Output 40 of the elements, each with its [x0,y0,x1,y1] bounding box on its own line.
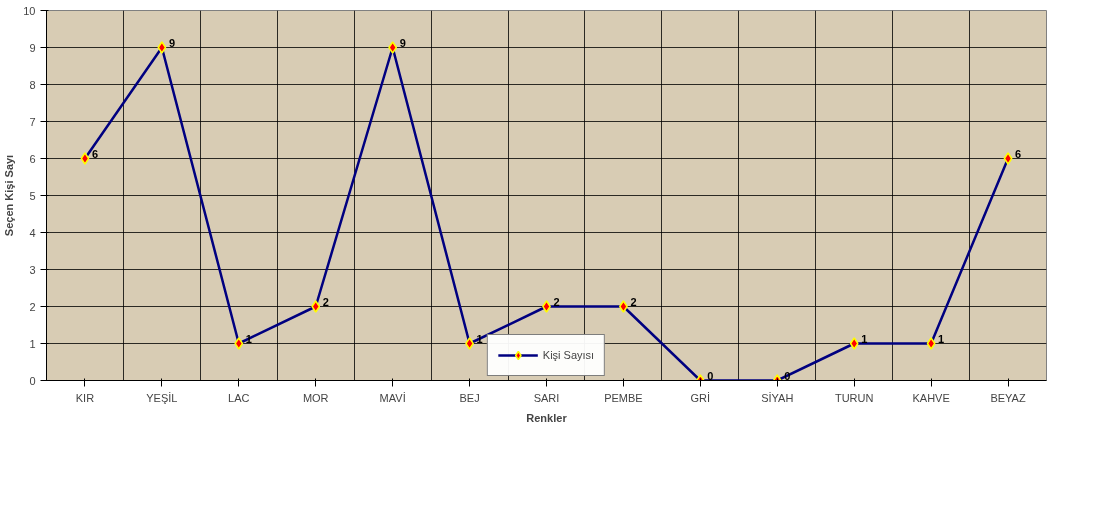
data-label: 6 [1015,147,1022,160]
x-tick-label: SİYAH [761,391,794,404]
data-label: 2 [322,295,329,308]
data-label: 2 [630,295,637,308]
x-tick-label: BEYAZ [990,391,1026,404]
y-tick-label: 10 [23,4,36,17]
x-tick-label: TURUN [834,391,874,404]
y-tick-label: 5 [29,189,36,202]
x-tick-label: LAC [228,391,250,404]
x-axis-title: Renkler [526,411,568,424]
y-tick-label: 6 [29,152,36,165]
x-tick-label: KAHVE [912,391,950,404]
data-label: 6 [91,147,99,160]
data-label: 0 [784,369,791,382]
y-tick-label: 3 [29,263,36,276]
data-label: 1 [476,332,483,345]
x-tick-label: MOR [302,391,329,404]
data-label: 9 [168,36,176,49]
y-tick-label: 1 [29,337,36,350]
x-tick-label: MAVİ [379,391,406,404]
x-tick-label: GRİ [690,391,711,404]
y-tick-label: 4 [29,226,36,239]
legend-label: Kişi Sayısı [542,349,595,361]
x-tick-label: KIR [75,391,95,404]
data-label: 1 [938,332,945,345]
data-label: 9 [399,36,406,49]
x-tick-label: SARI [533,391,560,404]
y-tick-label: 0 [29,374,36,387]
y-tick-label: 2 [29,300,36,313]
y-tick-label: 9 [29,41,36,54]
y-tick-label: 8 [29,78,36,91]
y-tick-label: 7 [29,115,36,128]
y-axis-title: Seçen Kişi Sayı [3,154,16,237]
data-label: 1 [861,332,868,345]
data-label: 1 [245,332,252,345]
x-tick-label: YEŞİL [146,391,178,404]
x-tick-label: BEJ [459,391,480,404]
data-label: 0 [707,369,714,382]
data-label: 2 [553,295,560,308]
x-tick-label: PEMBE [604,391,643,404]
